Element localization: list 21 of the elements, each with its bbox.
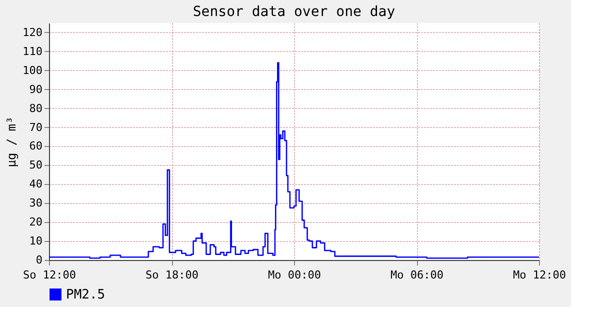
y-tick-label: 70: [29, 120, 42, 134]
x-tick-label: So 12:00: [23, 268, 76, 282]
y-tick-label: 30: [29, 196, 42, 210]
y-tick-label: 0: [36, 254, 42, 266]
y-tick-label: 50: [29, 158, 42, 172]
chart-title: Sensor data over one day: [192, 4, 396, 20]
y-tick-label: 40: [29, 178, 42, 191]
x-tick-label: So 18:00: [146, 268, 198, 282]
y-tick-label: 120: [22, 26, 42, 39]
y-tick-label: 100: [22, 64, 42, 77]
y-axis-title: µg / m³: [4, 116, 19, 168]
y-tick-label: 60: [29, 140, 42, 153]
y-tick-label: 110: [22, 44, 42, 58]
x-tick-label: Mo 00:00: [268, 268, 321, 282]
y-tick-label: 80: [29, 102, 42, 115]
y-tick-label: 10: [29, 234, 42, 248]
x-tick-label: Mo 12:00: [513, 268, 566, 282]
y-tick-label: 90: [29, 82, 42, 96]
x-tick-label: Mo 06:00: [390, 268, 444, 282]
legend-label: PM2.5: [66, 288, 106, 302]
y-tick-label: 20: [29, 216, 42, 229]
